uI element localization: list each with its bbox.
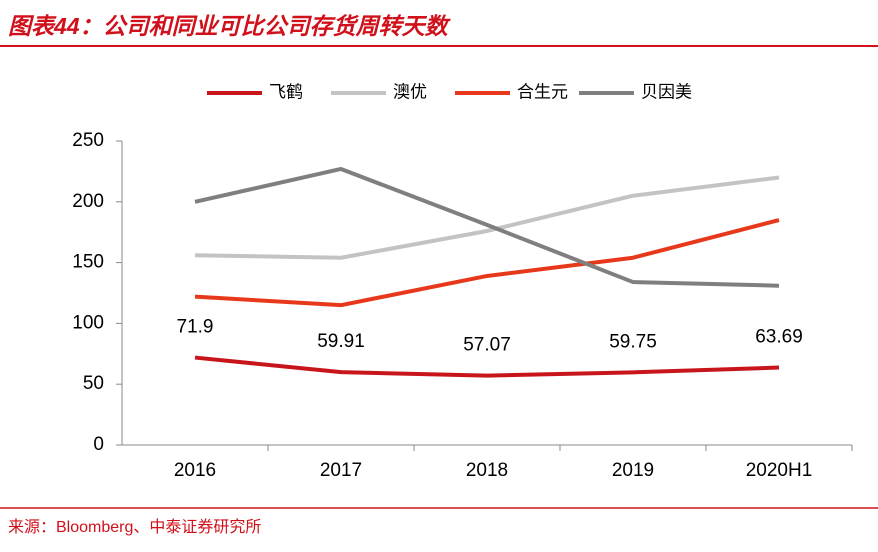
source: 来源：Bloomberg、中泰证券研究所: [8, 518, 261, 536]
series-line: [194, 166, 780, 288]
y-tick-label: 100: [72, 312, 104, 333]
y-tick-label: 0: [93, 434, 104, 455]
x-tick-label: 2016: [174, 460, 216, 481]
y-tick-label: 200: [72, 191, 104, 212]
x-tick-label: 2020H1: [746, 460, 813, 481]
value-label: 71.9: [177, 317, 214, 338]
legend-label: 飞鹤: [269, 82, 303, 101]
series-line: [194, 218, 780, 308]
legend-label: 澳优: [393, 82, 427, 101]
legend-label: 合生元: [517, 82, 568, 101]
y-tick-label: 50: [83, 373, 104, 394]
x-tick-label: 2019: [612, 460, 654, 481]
x-tick-label: 2018: [466, 460, 508, 481]
chart-title: 图表44：公司和同业可比公司存货周转天数: [8, 13, 452, 39]
value-label: 59.75: [609, 331, 657, 352]
y-tick-label: 250: [72, 130, 104, 151]
series-line: [194, 175, 780, 260]
value-label: 57.07: [463, 335, 511, 356]
x-tick-label: 2017: [320, 460, 362, 481]
legend-label: 贝因美: [641, 82, 692, 101]
y-tick-label: 150: [72, 252, 104, 273]
value-label: 59.91: [317, 331, 365, 352]
series-line: [194, 355, 780, 378]
value-label: 63.69: [755, 327, 803, 348]
